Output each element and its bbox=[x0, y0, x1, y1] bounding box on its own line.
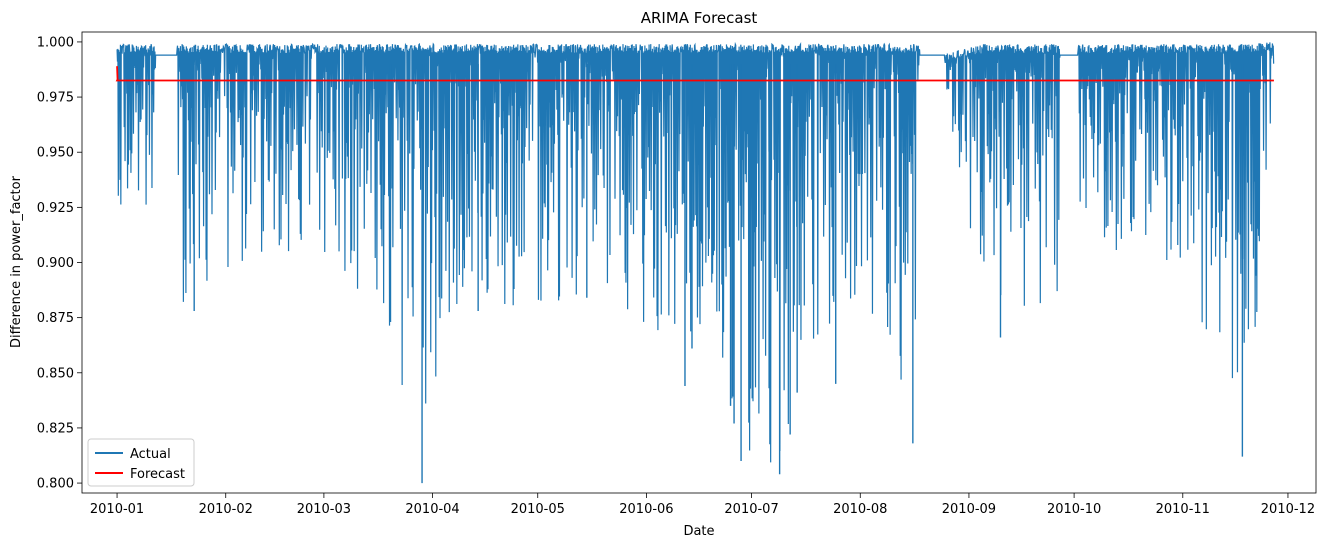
x-tick-label: 2010-01 bbox=[90, 502, 144, 517]
x-tick-label: 2010-08 bbox=[833, 502, 887, 517]
x-tick-label: 2010-12 bbox=[1261, 502, 1315, 517]
forecast-series bbox=[115, 66, 1274, 82]
y-tick-label: 0.875 bbox=[37, 311, 74, 326]
actual-series bbox=[116, 41, 1275, 484]
y-tick-label: 0.900 bbox=[37, 256, 74, 271]
x-tick-label: 2010-05 bbox=[511, 502, 565, 517]
x-tick-label: 2010-10 bbox=[1047, 502, 1101, 517]
legend-box bbox=[87, 438, 195, 487]
y-tick-label: 0.800 bbox=[37, 477, 74, 492]
y-axis-label: Difference in power_factor bbox=[9, 175, 24, 348]
legend-actual-label: Actual bbox=[130, 447, 171, 462]
y-tick-label: 0.975 bbox=[37, 91, 74, 106]
x-tick-label: 2010-09 bbox=[942, 502, 996, 517]
y-tick-label: 0.925 bbox=[37, 201, 74, 216]
y-tick-label: 1.000 bbox=[37, 35, 74, 50]
x-tick-label: 2010-11 bbox=[1156, 502, 1210, 517]
legend-forecast-label: Forecast bbox=[130, 467, 185, 482]
x-tick-label: 2010-06 bbox=[619, 502, 673, 517]
x-tick-label: 2010-07 bbox=[724, 502, 778, 517]
y-axis: 0.800 0.825 0.850 0.875 0.900 0.925 0.950 0.975… bbox=[37, 35, 82, 492]
x-tick-label: 2010-04 bbox=[405, 502, 459, 517]
actual-line bbox=[116, 41, 1275, 463]
y-tick-label: 0.850 bbox=[37, 366, 74, 381]
plot-area bbox=[115, 41, 1275, 484]
x-tick-label: 2010-02 bbox=[199, 502, 253, 517]
y-tick-label: 0.950 bbox=[37, 146, 74, 161]
forecast-line bbox=[115, 66, 1274, 82]
y-tick-label: 0.825 bbox=[37, 421, 74, 436]
legend: Actual Forecast bbox=[87, 438, 195, 487]
x-axis-label: Date bbox=[683, 524, 714, 539]
chart-title: ARIMA Forecast bbox=[641, 9, 758, 27]
x-tick-label: 2010-03 bbox=[297, 502, 351, 517]
x-axis: 2010-01 2010-02 2010-03 2010-04 2010-05 2010-… bbox=[90, 493, 1315, 517]
